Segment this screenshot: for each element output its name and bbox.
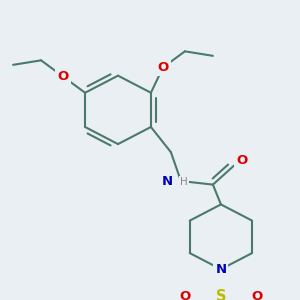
Text: S: S [216, 289, 226, 300]
Text: O: O [236, 154, 247, 167]
Text: N: N [162, 175, 173, 188]
Text: O: O [58, 70, 69, 83]
Text: H: H [180, 177, 188, 187]
Text: O: O [251, 290, 262, 300]
Text: N: N [215, 263, 226, 276]
Text: O: O [179, 290, 191, 300]
Text: O: O [157, 61, 169, 74]
